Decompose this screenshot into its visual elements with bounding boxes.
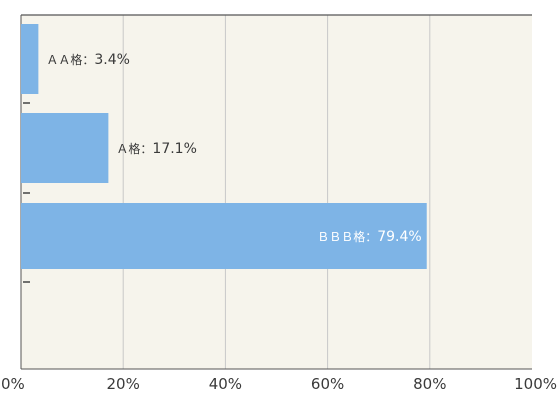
bar-label-rating: ＡＡ格	[46, 52, 82, 67]
bar-label-value: 79.4%	[377, 229, 421, 245]
grid-lines	[122, 15, 431, 369]
x-tick-label: 100%	[514, 375, 557, 393]
bar-label-separator: ：	[82, 53, 94, 67]
bar-label-rating: Ａ格	[116, 141, 140, 156]
x-tick-label: 40%	[209, 375, 242, 393]
bar	[21, 203, 427, 269]
bar-label-separator: ：	[365, 230, 377, 244]
x-tick-labels: 0% 20% 40% 60% 80% 100%	[1, 375, 557, 393]
x-tick-label: 80%	[413, 375, 446, 393]
bars	[21, 24, 427, 269]
x-tick-label: 20%	[107, 375, 140, 393]
bar	[21, 113, 109, 183]
plot-background	[21, 15, 532, 369]
bar-label-separator: ：	[140, 142, 152, 156]
bar-data-label: ＡＡ格：3.4%	[46, 52, 130, 68]
category-ticks	[23, 102, 30, 283]
bar-data-label: Ａ格：17.1%	[116, 141, 197, 157]
x-tick-label: 0%	[1, 375, 25, 393]
bar-data-label: ＢＢＢ格：79.4%	[317, 229, 422, 245]
bar-labels: ＡＡ格：3.4%Ａ格：17.1%ＢＢＢ格：79.4%	[46, 52, 421, 245]
bar-label-rating: ＢＢＢ格	[317, 229, 365, 244]
bar-label-value: 17.1%	[152, 141, 196, 157]
bar	[21, 24, 39, 94]
bar-label-value: 3.4%	[94, 52, 130, 68]
x-tick-label: 60%	[311, 375, 344, 393]
